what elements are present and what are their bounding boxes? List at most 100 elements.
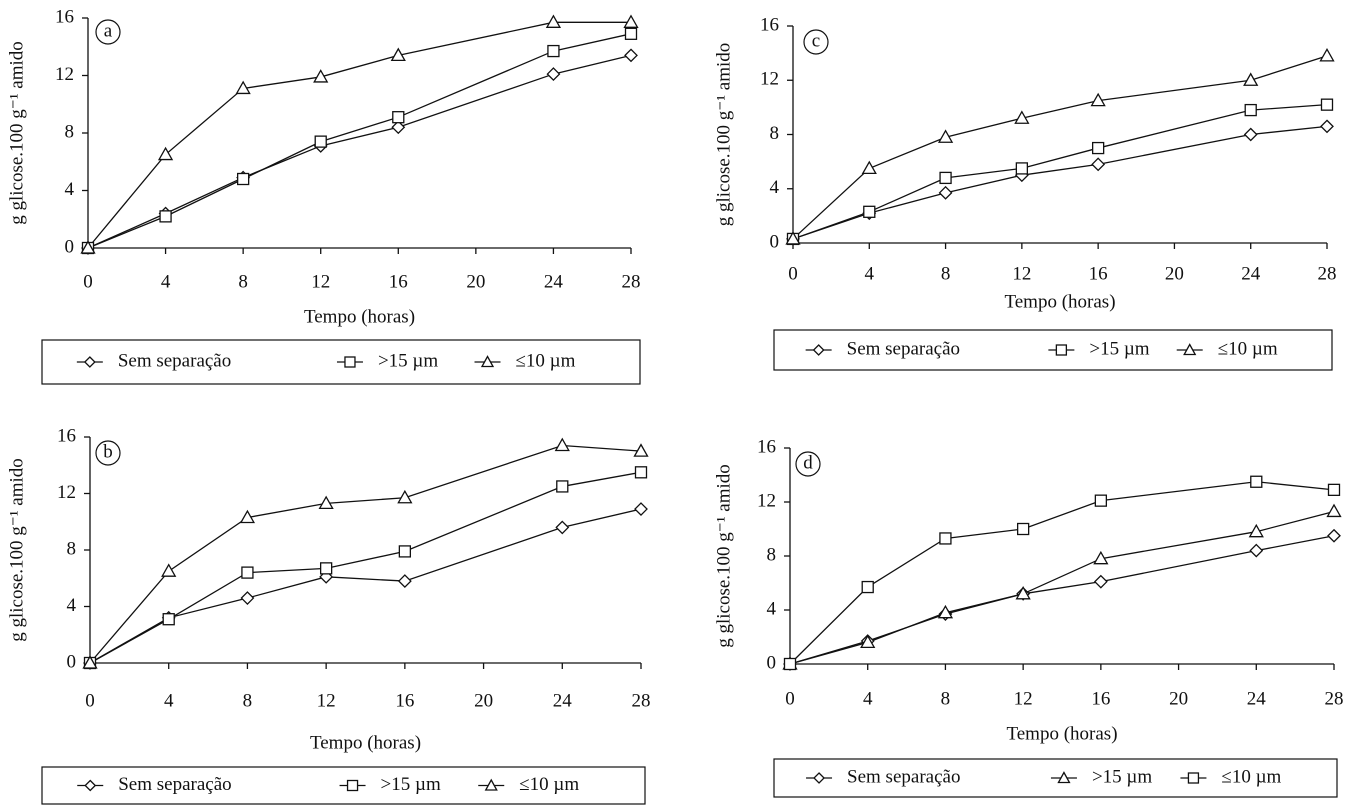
y-tick-label: 8: [767, 544, 777, 565]
legend-marker: [1183, 343, 1197, 356]
y-tick-label: 4: [767, 598, 777, 619]
y-tick-label: 0: [67, 651, 77, 672]
marker-triangle: [633, 443, 649, 457]
marker-triangle: [390, 47, 406, 62]
y-tick-label: 0: [770, 231, 780, 252]
marker-square: [392, 111, 405, 124]
x-tick-label: 24: [553, 690, 573, 711]
panel-label: b: [103, 441, 113, 462]
y-axis-label: g glicose.100 g⁻¹ amido: [6, 41, 27, 225]
y-tick-label: 4: [67, 595, 77, 616]
x-tick-label: 24: [544, 271, 564, 292]
x-tick-label: 0: [85, 690, 95, 711]
marker-triangle: [861, 160, 877, 175]
marker-square: [861, 580, 874, 594]
x-tick-label: 28: [1318, 263, 1337, 284]
marker-square: [634, 466, 648, 479]
legend: Sem separação >15 µm ≤10 µm: [773, 758, 1338, 798]
panel-label: a: [104, 20, 113, 41]
marker-triangle: [554, 437, 570, 452]
panel: 0 4 8 12 16 0 4 8 12 16 20 24 28 Tempo (horas) g glico…: [713, 14, 1337, 371]
y-tick-label: 16: [57, 425, 76, 446]
x-tick-label: 28: [632, 690, 651, 711]
legend-marker: [1057, 771, 1071, 784]
y-axis-label: g glicose.100 g⁻¹ amido: [713, 464, 734, 648]
y-tick-label: 12: [760, 69, 779, 90]
panel-label-circle: [95, 440, 121, 466]
y-tick-label: 8: [67, 538, 77, 559]
marker-square: [398, 545, 412, 558]
x-tick-label: 0: [785, 688, 795, 709]
x-axis-label: Tempo (horas): [304, 306, 415, 327]
panel-label: d: [803, 452, 813, 473]
marker-diamond: [624, 48, 638, 63]
marker-triangle: [1319, 48, 1335, 62]
x-tick-label: 4: [865, 263, 875, 284]
legend-label: Sem separação: [118, 350, 231, 371]
marker-square: [162, 613, 175, 626]
marker-triangle: [860, 634, 876, 649]
y-tick-label: 16: [760, 14, 779, 35]
x-tick-label: 24: [1241, 263, 1261, 284]
legend-marker: [1187, 772, 1200, 784]
marker-square: [863, 205, 876, 218]
marker-triangle: [1326, 503, 1342, 518]
marker-triangle: [80, 240, 96, 254]
marker-square: [1327, 483, 1341, 497]
x-axis-label: Tempo (horas): [310, 732, 421, 753]
legend-label: ≤10 µm: [519, 774, 579, 795]
marker-triangle: [1015, 585, 1031, 600]
marker-triangle: [1090, 92, 1106, 107]
marker-diamond: [397, 574, 412, 588]
marker-square: [783, 657, 797, 671]
y-tick-label: 0: [65, 236, 75, 257]
marker-square: [556, 480, 569, 493]
marker-triangle: [82, 655, 98, 669]
marker-diamond: [240, 591, 255, 605]
x-tick-label: 12: [317, 690, 336, 711]
x-tick-label: 20: [474, 690, 493, 711]
marker-diamond: [1320, 119, 1334, 134]
x-axis-label: Tempo (horas): [1006, 723, 1117, 744]
series-line: [789, 481, 1335, 665]
marker-diamond: [938, 185, 953, 200]
x-tick-label: 4: [161, 271, 171, 292]
marker-diamond: [1243, 127, 1258, 142]
x-axis-label: Tempo (horas): [1004, 291, 1115, 312]
marker-triangle: [937, 604, 954, 619]
x-tick-label: 28: [622, 271, 641, 292]
x-tick-label: 12: [1014, 688, 1033, 709]
panel-label: c: [812, 30, 820, 51]
marker-square: [939, 171, 952, 185]
legend-marker: [480, 355, 495, 368]
marker-triangle: [1243, 72, 1259, 86]
legend-label: Sem separação: [118, 774, 231, 795]
x-tick-label: 12: [1012, 263, 1031, 284]
x-tick-label: 8: [243, 690, 253, 711]
x-tick-label: 20: [466, 271, 485, 292]
y-tick-label: 4: [65, 179, 75, 200]
marker-triangle: [235, 80, 251, 95]
marker-diamond: [1093, 574, 1108, 589]
panel-label-circle: [803, 29, 829, 55]
marker-diamond: [1327, 528, 1341, 543]
marker-triangle: [545, 14, 562, 28]
marker-square: [241, 566, 254, 579]
series-line: [89, 444, 642, 664]
legend: Sem separação >15 µm ≤10 µm: [41, 339, 641, 385]
legend-label: ≤10 µm: [516, 350, 576, 371]
legend-marker: [812, 344, 825, 356]
x-tick-label: 24: [1247, 688, 1267, 709]
marker-diamond: [546, 67, 561, 81]
x-tick-label: 16: [1089, 263, 1108, 284]
marker-square: [547, 44, 560, 58]
x-tick-label: 28: [1325, 688, 1344, 709]
legend-label: >15 µm: [378, 350, 438, 371]
legend-label: Sem separação: [847, 338, 960, 359]
legend-marker: [83, 356, 96, 368]
marker-square: [1015, 162, 1029, 175]
x-tick-label: 4: [164, 690, 174, 711]
x-tick-label: 8: [941, 688, 951, 709]
marker-square: [319, 562, 333, 575]
